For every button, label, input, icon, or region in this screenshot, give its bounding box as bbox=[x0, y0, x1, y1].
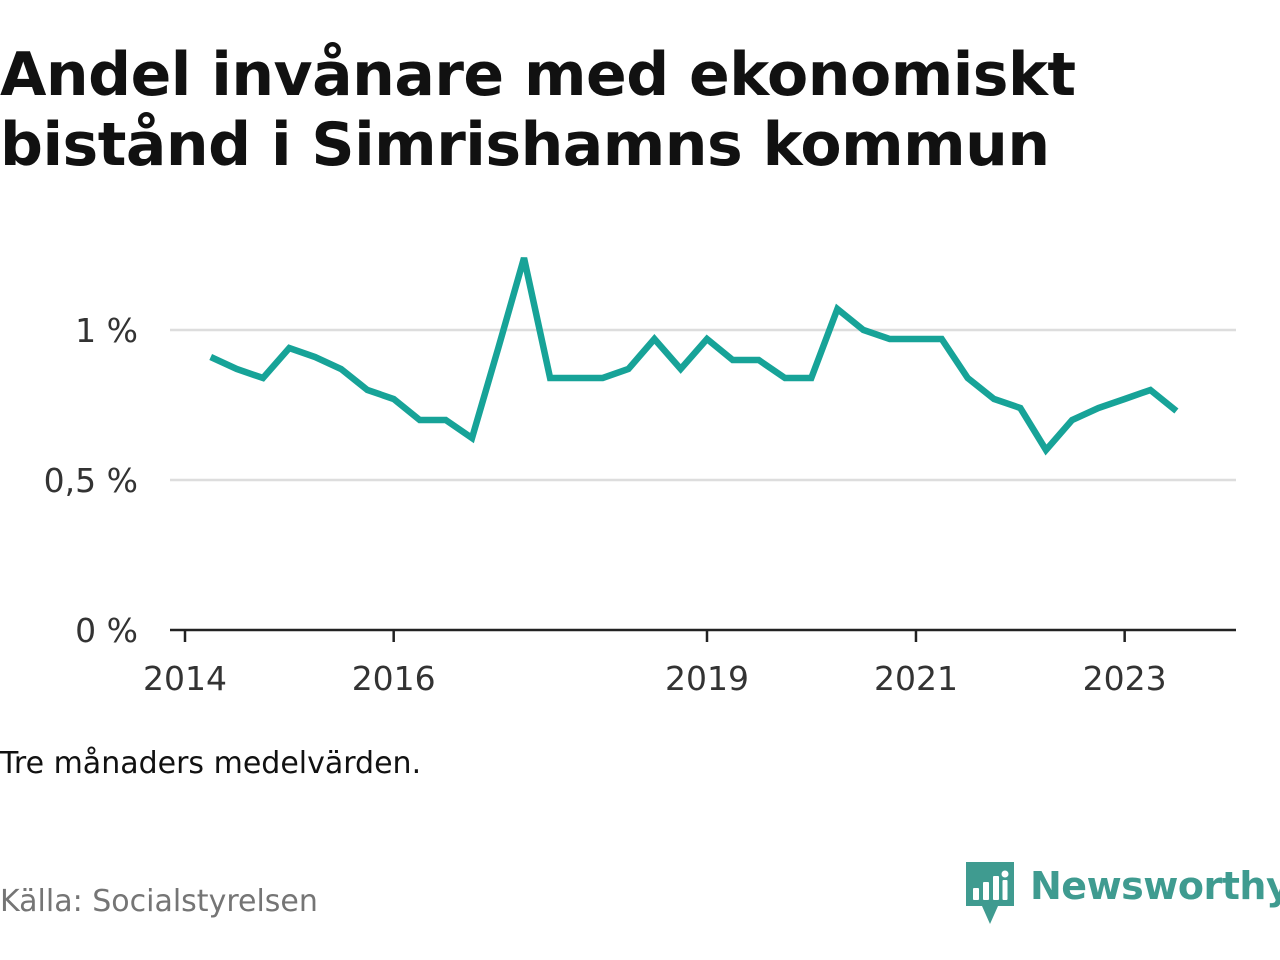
bar-chart-speech-bubble-icon bbox=[966, 862, 1014, 924]
y-tick-label: 0,5 % bbox=[44, 461, 138, 500]
chart-note: Tre månaders medelvärden. bbox=[0, 746, 422, 781]
series-lines bbox=[209, 257, 1179, 456]
x-tick-label: 2014 bbox=[143, 659, 227, 698]
gridlines bbox=[170, 328, 1236, 482]
x-axis: 2014 2016 2019 2021 2023 bbox=[143, 628, 1236, 698]
line-chart: 0 % 0,5 % 1 % 2014 2016 2019 2021 2023 bbox=[44, 257, 1236, 698]
logo-bar-4 bbox=[1002, 880, 1008, 900]
logo-dot bbox=[1001, 870, 1009, 878]
series-line bbox=[209, 257, 1179, 456]
x-tick-label: 2019 bbox=[665, 659, 749, 698]
y-tick-label: 1 % bbox=[75, 311, 138, 350]
y-tick-label: 0 % bbox=[75, 611, 138, 650]
x-tick-label: 2023 bbox=[1083, 659, 1167, 698]
speech-bubble-shape bbox=[966, 862, 1014, 924]
x-tick-label: 2021 bbox=[874, 659, 958, 698]
chart-title: Andel invånare med ekonomiskt bistånd i … bbox=[0, 40, 1076, 180]
y-axis-tick-labels: 0 % 0,5 % 1 % bbox=[44, 311, 138, 650]
logo-bar-2 bbox=[983, 882, 989, 900]
logo-bar-1 bbox=[973, 888, 979, 900]
x-tick-label: 2016 bbox=[352, 659, 436, 698]
source-text: Källa: Socialstyrelsen bbox=[0, 884, 318, 919]
brand-name: Newsworthy bbox=[1030, 864, 1280, 908]
logo-bar-3 bbox=[993, 876, 999, 900]
brand-logo[interactable]: Newsworthy bbox=[964, 862, 1280, 926]
